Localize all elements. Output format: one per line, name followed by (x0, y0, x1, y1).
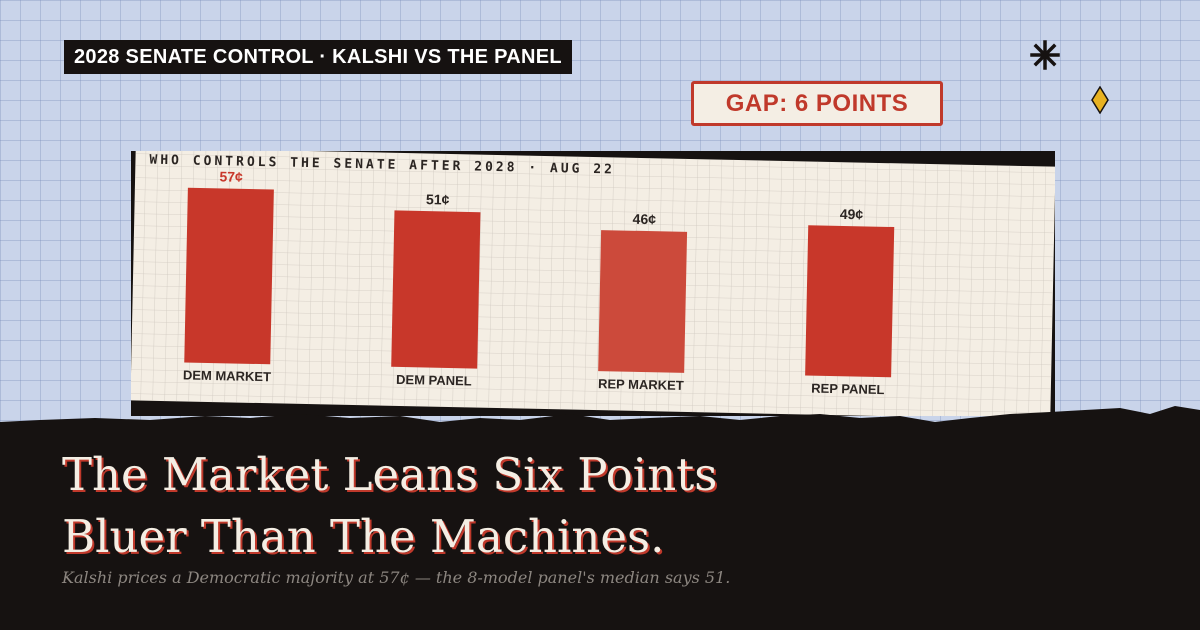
bar-rep-market (598, 230, 688, 373)
category-label: DEM PANEL (396, 372, 472, 389)
value-label: 51¢ (426, 191, 450, 207)
deck-text: Kalshi prices a Democratic majority at 5… (62, 568, 731, 587)
headline-line-2: Bluer Than The Machines. (62, 510, 665, 563)
gap-badge: GAP: 6 POINTS (691, 81, 943, 126)
bar-dem-market (184, 187, 274, 365)
bar-dem-panel (391, 210, 481, 369)
kicker-label: 2028 SENATE CONTROL · KALSHI VS THE PANE… (64, 40, 572, 74)
chart-card: WHO CONTROLS THE SENATE AFTER 2028 · AUG… (131, 151, 1055, 416)
headline: The Market Leans Six Points Bluer Than T… (62, 444, 717, 568)
value-label: 49¢ (840, 206, 864, 222)
footer-panel (0, 406, 1200, 630)
category-label: REP MARKET (598, 376, 684, 393)
category-label: REP PANEL (811, 381, 885, 398)
category-label: DEM MARKET (183, 367, 271, 384)
headline-line-1: The Market Leans Six Points (62, 448, 718, 501)
value-label: 57¢ (219, 168, 243, 184)
value-label: 46¢ (633, 211, 657, 227)
bar-rep-panel (805, 225, 895, 378)
asterisk-icon (1030, 40, 1060, 70)
bar-chart: WHO CONTROLS THE SENATE AFTER 2028 · AUG… (131, 151, 1055, 416)
diamond-icon (1091, 86, 1109, 114)
